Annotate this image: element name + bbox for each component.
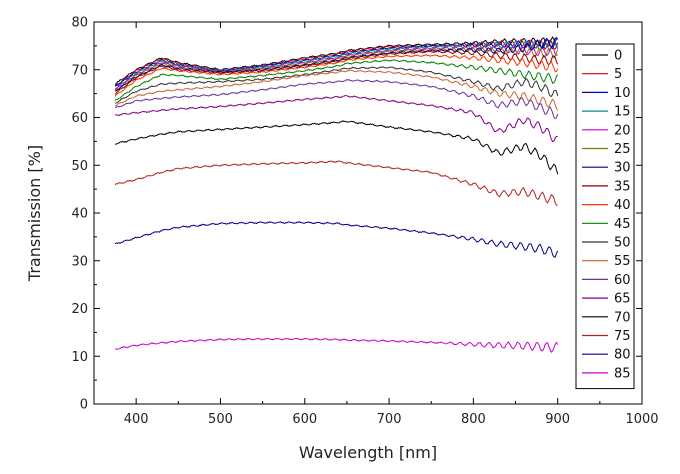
x-tick-label: 900 bbox=[545, 412, 570, 427]
legend-label: 65 bbox=[614, 292, 631, 307]
series-line-60 bbox=[115, 78, 559, 120]
y-tick-label: 60 bbox=[71, 111, 88, 126]
plot-area bbox=[93, 21, 643, 405]
x-tick-label: 400 bbox=[124, 412, 149, 427]
legend-label: 85 bbox=[614, 366, 631, 381]
x-tick-label: 800 bbox=[461, 412, 486, 427]
legend-label: 50 bbox=[614, 236, 631, 251]
plot-border bbox=[93, 21, 643, 405]
legend-label: 0 bbox=[614, 49, 622, 64]
legend-label: 40 bbox=[614, 198, 631, 213]
x-tick-label: 1000 bbox=[625, 412, 658, 427]
legend-label: 35 bbox=[614, 179, 631, 194]
x-tick-label: 500 bbox=[208, 412, 233, 427]
series-line-85 bbox=[114, 337, 559, 353]
series-line-75 bbox=[114, 160, 558, 206]
series-line-35 bbox=[114, 50, 559, 95]
legend-label: 55 bbox=[614, 254, 631, 269]
x-tick-label: 600 bbox=[292, 412, 317, 427]
series-line-50 bbox=[114, 66, 559, 104]
legend-label: 45 bbox=[614, 217, 631, 232]
y-tick-label: 10 bbox=[71, 350, 88, 365]
y-tick-label: 80 bbox=[71, 16, 88, 31]
legend-label: 25 bbox=[614, 142, 631, 157]
y-tick-label: 30 bbox=[71, 254, 88, 269]
legend-label: 30 bbox=[614, 161, 631, 176]
legend-label: 5 bbox=[614, 67, 622, 82]
legend-label: 20 bbox=[614, 123, 631, 138]
y-tick-label: 0 bbox=[80, 398, 88, 413]
y-tick-label: 20 bbox=[71, 302, 88, 317]
series-line-70 bbox=[114, 120, 559, 175]
x-axis-title: Wavelength [nm] bbox=[299, 443, 437, 462]
legend-label: 10 bbox=[614, 86, 631, 101]
series-line-55 bbox=[114, 69, 559, 111]
legend-label: 70 bbox=[614, 310, 631, 325]
series-line-65 bbox=[114, 95, 558, 143]
legend-label: 80 bbox=[614, 348, 631, 363]
y-tick-label: 50 bbox=[71, 159, 88, 174]
legend-label: 15 bbox=[614, 105, 631, 120]
series-line-30 bbox=[115, 37, 559, 92]
legend-box bbox=[575, 43, 635, 390]
legend-label: 75 bbox=[614, 329, 631, 344]
x-tick-label: 700 bbox=[377, 412, 402, 427]
series-line-80 bbox=[114, 221, 559, 258]
series-layer bbox=[114, 36, 559, 353]
y-axis-title: Transmission [%] bbox=[25, 145, 44, 282]
y-tick-label: 70 bbox=[71, 63, 88, 78]
series-line-45 bbox=[114, 59, 559, 101]
legend-label: 60 bbox=[614, 273, 631, 288]
y-tick-label: 40 bbox=[71, 207, 88, 222]
legend: 0 5 10 15 20 25 30 35 40 45 50 55 60 65 70 75 80 85 bbox=[575, 43, 635, 390]
series-line-40 bbox=[114, 53, 559, 97]
